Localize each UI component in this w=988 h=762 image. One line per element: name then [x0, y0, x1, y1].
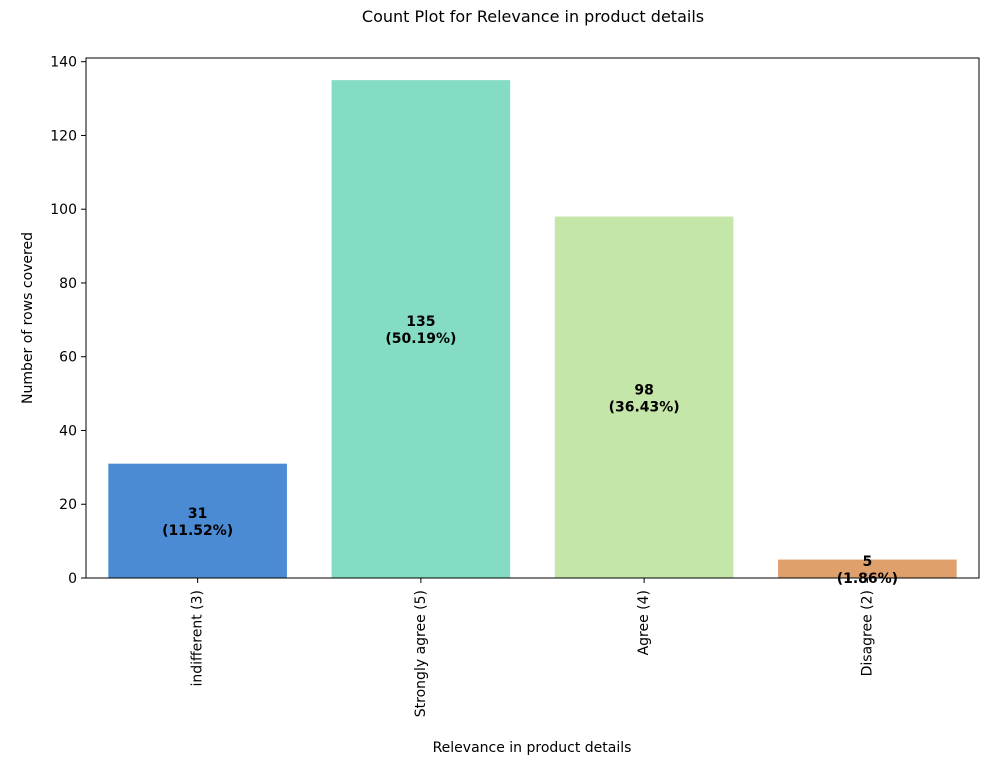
y-tick-label: 60: [59, 350, 77, 366]
y-axis-label: Number of rows covered: [20, 232, 36, 404]
data-label-count: 135: [406, 314, 435, 330]
x-axis-label: Relevance in product details: [433, 740, 632, 756]
data-label-count: 98: [634, 382, 653, 398]
y-tick-label: 40: [59, 423, 77, 439]
data-label-count: 31: [188, 506, 207, 522]
data-label-percent: (50.19%): [385, 331, 456, 347]
y-tick-label: 20: [59, 497, 77, 513]
x-tick-label: Strongly agree (5): [413, 590, 429, 717]
data-label-percent: (36.43%): [609, 399, 680, 415]
y-tick-label: 0: [68, 571, 77, 587]
x-tick-label: Disagree (2): [859, 590, 875, 676]
y-tick-label: 80: [59, 276, 77, 292]
y-tick-label: 140: [50, 55, 77, 71]
x-axis: indifferent (3) Strongly agree (5) Agree (…: [190, 578, 875, 717]
y-tick-label: 120: [50, 128, 77, 144]
x-tick-label: indifferent (3): [190, 590, 206, 687]
bar: [554, 216, 734, 579]
plot-frame: [85, 57, 980, 579]
bar: [778, 559, 957, 578]
bar: [331, 80, 511, 579]
chart-title: Count Plot for Relevance in product deta…: [362, 7, 704, 26]
data-label-count: 5: [863, 554, 873, 570]
data-label-percent: (11.52%): [162, 523, 233, 539]
bars-group: 31(11.52%)135(50.19%)98(36.43%)5(1.86%): [108, 80, 957, 587]
bar: [108, 463, 287, 578]
y-tick-label: 100: [50, 202, 77, 218]
x-tick-label: Agree (4): [636, 590, 652, 655]
y-axis: 0 20 40 60 80 100 120 140: [50, 55, 86, 587]
